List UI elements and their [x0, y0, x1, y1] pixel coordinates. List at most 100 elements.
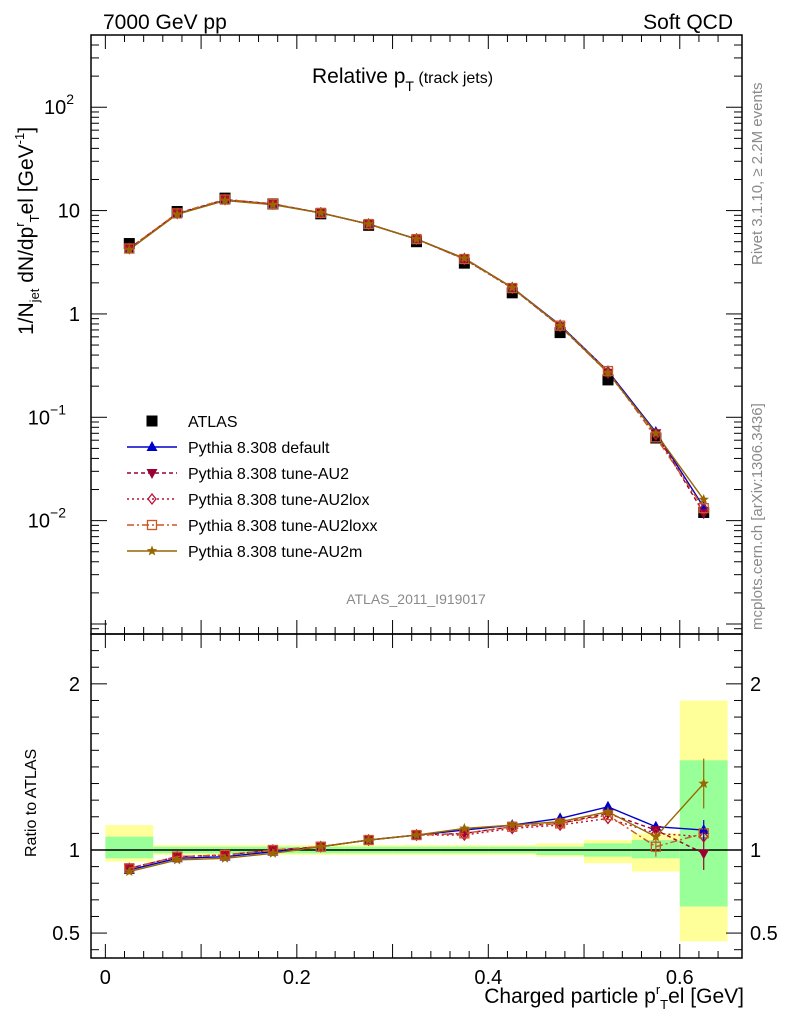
- legend: ATLAS Pythia 8.308 default Pythia 8.308 tu…: [127, 414, 377, 561]
- ratio-point-au2m-5: [363, 834, 374, 845]
- x-tick-label-1: 0.2: [283, 967, 311, 989]
- ylabel-a-sub: jet: [27, 288, 42, 303]
- legend-marker-atlas: [146, 415, 158, 427]
- xlabel-a: Charged particle p: [484, 985, 656, 1008]
- ratio-point-au2lox-8: [507, 822, 518, 835]
- ylabel-c: el [GeV: [15, 144, 38, 214]
- y-tick-label-exp: −1: [50, 401, 66, 417]
- ratio-point-au2m-10: [602, 806, 614, 817]
- y-tick-label-main-2: 1: [69, 304, 80, 326]
- legend-label-default: Pythia 8.308 default: [188, 440, 330, 457]
- legend-label-au2: Pythia 8.308 tune-AU2: [188, 466, 349, 483]
- ratio-point-au2m-8: [507, 819, 518, 830]
- y-tick-label-ratio-left-0: 0.5: [52, 923, 80, 945]
- legend-marker-default: [146, 441, 158, 451]
- main-point-atlas-9: [554, 327, 566, 339]
- main-point-au2loxx-0: [124, 243, 135, 254]
- xlabel-sub: T: [660, 997, 668, 1012]
- main-point-au2m-2: [219, 195, 231, 206]
- y-tick-label-main-0: 10−2: [28, 505, 66, 533]
- main-point-au2m-11: [650, 427, 662, 438]
- header-left: 7000 GeV pp: [103, 11, 227, 34]
- main-point-au2m-8: [507, 282, 518, 292]
- legend-label-au2m: Pythia 8.308 tune-AU2m: [188, 544, 362, 561]
- ratio-point-au2m-4: [315, 841, 326, 852]
- xlabel-b: el [GeV]: [668, 985, 744, 1008]
- legend-marker-au2m: [146, 545, 158, 556]
- ratio-point-default-10: [602, 800, 614, 811]
- ratio-point-au2m-9: [554, 816, 566, 827]
- main-point-atlas-10: [602, 374, 614, 386]
- main-point-au2loxx-2: [219, 194, 231, 205]
- main-point-au2lox-12: [698, 502, 709, 515]
- ylabel-b-sub: T: [27, 214, 42, 222]
- y-tick-label-base: 10: [44, 97, 66, 119]
- ylabel-c-sup: -1: [12, 133, 27, 145]
- main-point-au2m-7: [459, 252, 470, 263]
- main-point-au2loxx-12: [698, 503, 709, 514]
- xlabel-sup: r: [656, 982, 661, 997]
- ratio-band-stat-0: [105, 836, 154, 859]
- main-point-au2m-0: [124, 244, 135, 254]
- analysis-watermark: ATLAS_2011_I919017: [346, 591, 486, 607]
- ylabel-b-sup: r: [12, 222, 27, 227]
- ratio-point-au2m-7: [459, 822, 470, 833]
- ratio-band-stat-9: [536, 846, 585, 855]
- main-point-au2m-12: [698, 494, 709, 504]
- y-tick-label-ratio-left-2: 2: [69, 674, 80, 696]
- main-point-default-12: [698, 501, 710, 512]
- y-tick-label-exp: −2: [50, 505, 66, 521]
- x-tick-label-0: 0: [100, 967, 111, 989]
- ratio-bands: [91, 700, 742, 942]
- x-tick-label-2: 0.4: [474, 967, 502, 989]
- plot-title: Relative pT (track jets): [312, 65, 493, 94]
- plot-title-main: Relative p: [312, 65, 405, 88]
- legend-marker-au2lox: [147, 492, 157, 506]
- main-point-au2m-3: [267, 199, 279, 210]
- y-tick-label-main-3: 10: [58, 201, 80, 223]
- main-point-au2m-9: [554, 320, 566, 331]
- y-tick-label-ratio-left-1: 1: [69, 840, 80, 862]
- y-tick-label-main-4: 102: [44, 91, 74, 119]
- ylabel-d: ]: [15, 127, 38, 133]
- main-point-au2m-6: [411, 233, 422, 244]
- ratio-point-au2m-2: [219, 852, 231, 863]
- x-axis-label: Charged particle prTel [GeV]: [484, 982, 744, 1012]
- mcplots-label: mcplots.cern.ch [arXiv:1306.3436]: [749, 403, 766, 630]
- main-point-au2m-4: [315, 207, 326, 218]
- main-series: [123, 192, 710, 520]
- legend-marker-au2: [146, 469, 158, 479]
- y-axis-label-main: 1/Njet dN/dprTel [GeV-1]: [12, 127, 42, 335]
- y-axis-label-ratio: Ratio to ATLAS: [23, 749, 40, 857]
- ratio-point-au2m-1: [171, 854, 183, 865]
- ylabel-a: 1/N: [15, 302, 38, 335]
- rivet-label: Rivet 3.1.10, ≥ 2.2M events: [749, 83, 766, 266]
- ratio-point-au2m-11: [650, 831, 662, 842]
- ratio-panel-data: [123, 758, 710, 877]
- legend-marker-au2loxx: [146, 519, 158, 531]
- legend-label-au2lox: Pythia 8.308 tune-AU2lox: [188, 492, 369, 509]
- header-right: Soft QCD: [643, 11, 733, 34]
- legend-label-au2loxx: Pythia 8.308 tune-AU2loxx: [188, 518, 377, 535]
- legend-label-atlas: ATLAS: [188, 414, 238, 431]
- y-tick-label-base: 10: [28, 511, 50, 533]
- ratio-point-au2m-0: [124, 866, 135, 877]
- y-tick-label-ratio-right-2: 2: [750, 674, 761, 696]
- y-tick-label-base: 10: [28, 407, 50, 429]
- main-point-au2m-5: [363, 218, 374, 229]
- x-tick-label-3: 0.6: [666, 967, 694, 989]
- y-tick-label-exp: 2: [66, 91, 74, 107]
- y-tick-label-ratio-right-1: 1: [750, 840, 761, 862]
- y-tick-label-main-1: 10−1: [28, 401, 66, 429]
- ratio-point-au2-11: [650, 826, 662, 837]
- ylabel-b: dN/dp: [15, 227, 38, 289]
- ratio-frame: [90, 633, 743, 959]
- main-point-au2m-1: [171, 208, 183, 219]
- y-tick-label-base: 1: [69, 304, 80, 326]
- y-tick-label-ratio-right-0: 0.5: [750, 923, 778, 945]
- plot-title-suffix: (track jets): [414, 70, 493, 87]
- y-tick-label-base: 10: [58, 201, 80, 223]
- main-point-au2m-10: [602, 367, 614, 378]
